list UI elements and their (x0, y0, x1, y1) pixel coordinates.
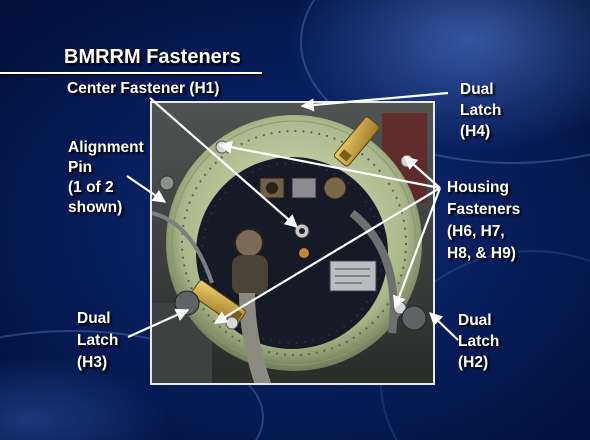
connector (291, 177, 317, 199)
label-dual-latch-h4-line2: Latch (460, 102, 502, 119)
arrow-dual-latch-h3 (127, 308, 190, 339)
label-alignment-pin-line3: (1 of 2 (68, 179, 114, 196)
cable-connector-body (232, 255, 268, 295)
arrow-housing-h7 (404, 156, 441, 189)
label-dual-latch-h2-line3: (H2) (458, 354, 489, 371)
arrow-housing-h8 (213, 187, 441, 324)
arrow-center-fastener (149, 97, 298, 228)
ring-bolt-holes (181, 130, 407, 356)
center-fastener-bore (299, 228, 305, 234)
cable-bundle (239, 292, 272, 383)
arrow-housing-h6 (218, 140, 441, 190)
label-housing-fasteners-line2: Fasteners (447, 201, 521, 218)
alignment-pin (159, 175, 175, 191)
label-dual-latch-h2-line1: Dual (458, 312, 492, 329)
label-dual-latch-h4-line3: (H4) (460, 123, 491, 140)
cable (349, 209, 398, 334)
label-housing-fasteners-line4: H8, & H9) (447, 245, 516, 262)
arrow-housing-h9 (392, 187, 442, 310)
plate-marker (299, 248, 309, 258)
label-alignment-pin-line2: Pin (68, 159, 93, 176)
dual-latch-h4 (333, 116, 380, 167)
label-center-fastener: Center Fastener (H1) (67, 80, 220, 97)
title-underline (0, 72, 262, 74)
dual-latch-hardware (401, 305, 427, 331)
arrow-alignment-pin (126, 175, 167, 203)
cable (152, 211, 214, 284)
label-housing-fasteners-line1: Housing (447, 179, 509, 196)
connector-pin (266, 182, 278, 194)
hardware-photo (150, 101, 435, 385)
label-alignment-pin-line4: shown) (68, 199, 123, 216)
label-alignment-pin-line1: Alignment (68, 139, 144, 156)
label-dual-latch-h4-line1: Dual (460, 81, 494, 98)
label-dual-latch-h3-line1: Dual (77, 310, 111, 327)
arrow-dual-latch-h4 (300, 91, 449, 112)
label-dual-latch-h3-line3: (H3) (77, 354, 108, 371)
slide-title: BMRRM Fasteners (64, 46, 241, 68)
label-dual-latch-h2-line2: Latch (458, 333, 500, 350)
connector (323, 176, 347, 200)
label-housing-fasteners-line3: (H6, H7, (447, 223, 505, 240)
label-dual-latch-h3-line2: Latch (77, 332, 119, 349)
hardware-illustration (152, 103, 433, 383)
arrow-dual-latch-h2 (429, 312, 459, 341)
ring-edge (171, 120, 417, 366)
